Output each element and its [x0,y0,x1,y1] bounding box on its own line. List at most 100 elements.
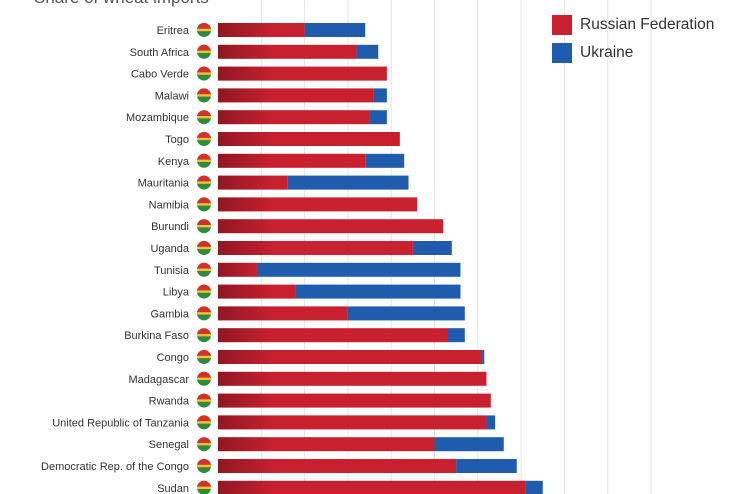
flag-icon-sudan [197,480,211,494]
chart-subtitle: Share of wheat imports [34,0,209,8]
bar-russia-democratic-rep-of-the-congo [218,459,457,473]
bar-russia-shade-rwanda [218,393,273,408]
bar-ukraine-uganda [412,241,452,255]
bar-russia-shade-tunisia [218,262,257,277]
legend-item-ukraine: Ukraine [552,43,714,63]
bar-russia-shade-uganda [218,241,273,255]
category-label-south-africa: South Africa [130,47,190,59]
bar-ukraine-united-republic-of-tanzania [486,415,496,430]
bar-russia-shade-united-republic-of-tanzania [218,415,273,430]
legend: Russian Federation Ukraine [552,15,714,71]
bar-russia-shade-madagascar [218,371,273,386]
flag-icon-kenya [197,153,211,168]
flag-icon-cabo-verde [197,66,211,81]
flag-icon-rwanda [197,393,211,408]
bar-russia-shade-kenya [218,153,273,168]
bar-russia-shade-cabo-verde [218,66,273,81]
bar-ukraine-libya [295,284,461,299]
bar-russia-shade-congo [218,350,273,364]
bar-russia-shade-libya [218,284,273,299]
flag-icon-burundi [197,219,211,234]
bar-russia-burkina-faso [218,328,448,343]
flag-icon-mauritania [197,175,211,190]
flag-icon-senegal [197,437,211,452]
category-label-gambia: Gambia [150,308,189,320]
bar-russia-united-republic-of-tanzania [218,415,487,430]
bar-ukraine-congo [482,350,485,364]
category-label-united-republic-of-tanzania: United Republic of Tanzania [52,417,190,429]
category-label-democratic-rep-of-the-congo: Democratic Rep. of the Congo [41,461,189,473]
bar-russia-shade-malawi [218,88,273,103]
bar-russia-shade-burkina-faso [218,328,273,343]
bar-ukraine-sudan [525,480,543,494]
category-label-cabo-verde: Cabo Verde [131,69,189,81]
bar-ukraine-burkina-faso [447,328,465,343]
flag-icon-burkina-faso [197,328,211,343]
legend-label-ukraine: Ukraine [580,44,634,61]
bar-ukraine-tunisia [256,262,461,277]
flag-icon-namibia [197,197,211,212]
bar-russia-shade-burundi [218,219,273,234]
flag-icon-malawi [197,88,211,103]
category-label-mozambique: Mozambique [126,112,189,124]
bar-russia-shade-sudan [218,480,273,494]
bar-russia-shade-south-africa [218,44,273,59]
category-label-togo: Togo [165,134,189,146]
flag-icon-togo [197,132,211,146]
flag-icon-south-africa [197,44,211,59]
flag-icon-democratic-rep-of-the-congo [197,459,211,473]
legend-swatch-ukraine [552,43,572,63]
bar-russia-sudan [218,480,526,494]
flag-icon-libya [197,284,211,299]
legend-swatch-russian-federation [552,15,572,35]
bar-russia-shade-democratic-rep-of-the-congo [218,459,273,473]
flag-icon-madagascar [197,371,211,386]
flag-icon-mozambique [197,110,211,125]
category-label-rwanda: Rwanda [149,396,190,408]
category-label-uganda: Uganda [150,243,189,255]
flag-icon-united-republic-of-tanzania [197,415,211,430]
category-label-mauritania: Mauritania [138,178,190,190]
bar-russia-madagascar [218,371,487,386]
category-label-madagascar: Madagascar [128,374,189,386]
bar-russia-burundi [218,219,444,234]
category-label-burundi: Burundi [151,221,189,233]
category-label-tunisia: Tunisia [154,265,190,277]
bar-ukraine-senegal [434,437,504,452]
bar-ukraine-mauritania [287,175,409,190]
bar-ukraine-gambia [347,306,465,321]
category-label-malawi: Malawi [155,90,189,102]
bar-ukraine-kenya [365,153,405,168]
legend-label-russian-federation: Russian Federation [580,16,715,33]
bar-russia-shade-mozambique [218,110,273,125]
category-label-kenya: Kenya [158,156,190,168]
category-label-congo: Congo [157,352,189,364]
bar-russia-shade-namibia [218,197,273,212]
category-label-namibia: Namibia [149,199,190,211]
flag-icon-congo [197,350,211,364]
bar-ukraine-mozambique [369,110,387,125]
bar-russia-shade-gambia [218,306,273,321]
bar-ukraine-eritrea [304,23,366,37]
category-label-senegal: Senegal [149,439,189,451]
bar-russia-shade-senegal [218,437,273,452]
bar-ukraine-south-africa [356,44,379,59]
bar-ukraine-democratic-rep-of-the-congo [456,459,517,473]
bar-russia-shade-mauritania [218,175,273,190]
legend-item-russian-federation: Russian Federation [552,15,714,35]
flag-icon-eritrea [197,23,211,37]
flag-icon-uganda [197,241,211,255]
bar-russia-congo [218,350,483,364]
category-label-burkina-faso: Burkina Faso [124,330,189,342]
bar-russia-rwanda [218,393,491,408]
bar-russia-shade-togo [218,132,273,146]
category-label-libya: Libya [163,287,190,299]
bar-russia-shade-eritrea [218,23,273,37]
flag-icon-gambia [197,306,211,321]
category-label-eritrea: Eritrea [157,25,190,37]
bar-ukraine-malawi [373,88,387,103]
flag-icon-tunisia [197,262,211,277]
category-label-sudan: Sudan [157,483,189,494]
